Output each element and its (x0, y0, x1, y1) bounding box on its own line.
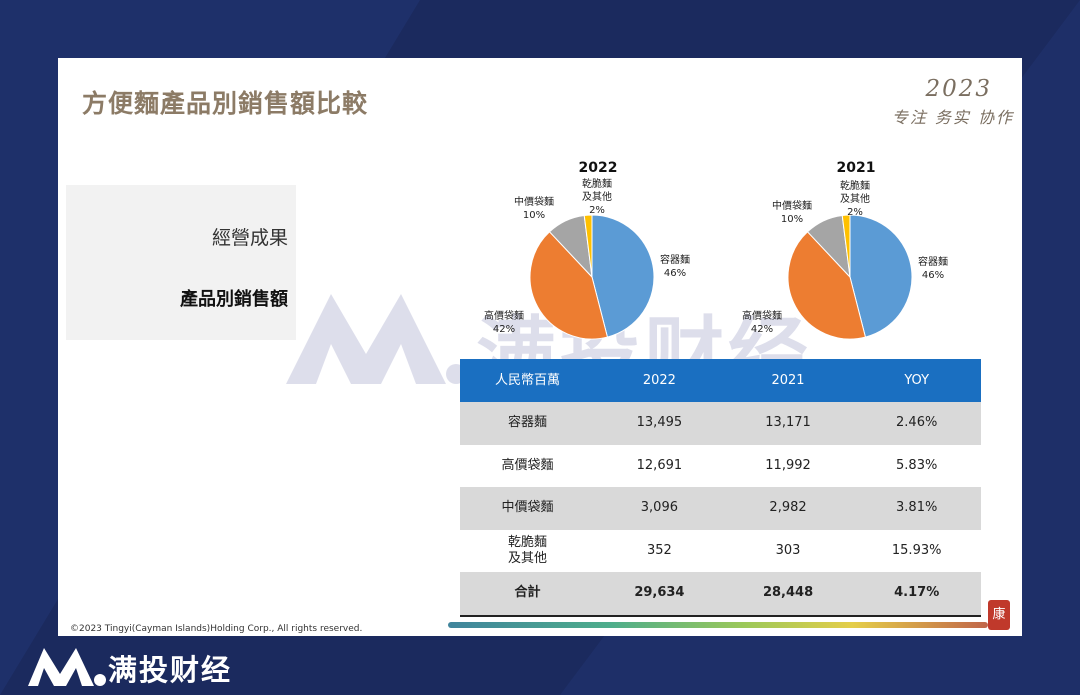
table-cell: 352 (646, 542, 672, 558)
table-cell: 2,982 (769, 500, 807, 516)
label-category: 高價袋麵 (484, 311, 524, 322)
sales-table: 人民幣百萬 2022 2021 YOY 容器麵 13,495 13,171 2.… (460, 359, 981, 617)
header-cell: 2022 (642, 372, 676, 388)
pie-label-cup: 容器麵 46% (918, 256, 948, 282)
label-value: 2% (847, 207, 863, 218)
side-item-product-sales[interactable]: 產品別銷售額 (180, 289, 288, 310)
label-category: 容器麵 (918, 257, 948, 268)
table-cell: 28,448 (762, 585, 814, 601)
table-cell: 2.46% (896, 415, 938, 431)
label-category: 高價袋麵 (742, 311, 782, 322)
label-value: 10% (780, 214, 804, 225)
brand-slogan: 专注 务实 协作 (891, 108, 1014, 127)
pie-slice-1 (787, 231, 867, 340)
label-category: 及其他 (582, 192, 612, 203)
label-value: 42% (492, 324, 516, 335)
pie-title: 2022 (578, 160, 618, 176)
brand-year: 2023 (925, 76, 992, 102)
pie-label-snack: 乾脆麵 及其他 2% (840, 180, 870, 219)
pie-label-mid: 中價袋麵 10% (514, 196, 554, 222)
side-panel: 經營成果 產品別銷售額 (66, 185, 296, 340)
pie-slice-3 (583, 214, 593, 278)
slide-title: 方便麵產品別銷售額比較 (82, 89, 369, 118)
seal-stamp: 康 (988, 600, 1010, 630)
label-value: 10% (522, 210, 546, 221)
label-category: 乾脆麵 (582, 179, 612, 190)
pie-chart-2022: 2022 乾脆麵 及其他 2% 中價袋麵 10% 容器麵 46% 高價袋麵 42… (468, 156, 728, 346)
pie-svg (529, 214, 655, 340)
table-cell: 中價袋麵 (501, 500, 554, 516)
bottom-brand-name: 满投财经 (108, 653, 233, 687)
pie-slice-3 (841, 214, 851, 278)
header-cell: 人民幣百萬 (495, 372, 561, 388)
pie-label-mid: 中價袋麵 10% (772, 200, 812, 226)
table-cell: 容器麵 (508, 415, 548, 431)
copyright-text: ©2023 Tingyi(Cayman Islands)Holding Corp… (70, 624, 363, 634)
table-cell: 高價袋麵 (501, 457, 554, 473)
pie-slice-0 (591, 214, 655, 338)
bottom-logo-icon (28, 648, 106, 686)
table-cell: 12,691 (636, 457, 683, 473)
watermark-logo-icon (286, 294, 466, 384)
pie-title: 2021 (836, 160, 876, 176)
footer-brush-line (448, 622, 988, 628)
table-cell: 合計 (514, 585, 541, 601)
label-value: 2% (589, 205, 605, 216)
table-cell: 11,992 (765, 457, 811, 473)
label-category: 容器麵 (660, 255, 690, 266)
table-row: 中價袋麵 3,096 2,982 3.81% (460, 487, 981, 530)
pie-slice-0 (849, 214, 913, 338)
table-row: 高價袋麵 12,691 11,992 5.83% (460, 445, 981, 488)
table-cell: 乾脆麵 及其他 (508, 534, 548, 566)
header-cell: 2021 (771, 372, 805, 388)
slide: 方便麵產品別銷售額比較 2023 专注 务实 协作 經營成果 產品別銷售額 满投… (58, 58, 1022, 636)
pie-label-high: 高價袋麵 42% (742, 310, 782, 336)
label-category: 中價袋麵 (514, 197, 554, 208)
table-cell: 13,495 (636, 415, 683, 431)
pie-label-cup: 容器麵 46% (660, 254, 690, 280)
label-value: 42% (750, 324, 774, 335)
table-cell: 3.81% (896, 500, 938, 516)
label-value: 46% (921, 270, 945, 281)
side-item-results[interactable]: 經營成果 (211, 227, 288, 249)
label-category: 及其他 (840, 194, 870, 205)
table-cell: 3,096 (640, 500, 678, 516)
table-header: 人民幣百萬 2022 2021 YOY (460, 359, 981, 402)
table-cell: 5.83% (896, 457, 938, 473)
table-cell: 4.17% (894, 585, 940, 601)
table-cell: 15.93% (891, 542, 942, 558)
pie-chart-2021: 2021 乾脆麵 及其他 2% 中價袋麵 10% 容器麵 46% 高價袋麵 42… (726, 156, 986, 346)
table-cell: 303 (775, 542, 801, 558)
table-cell: 13,171 (765, 415, 811, 431)
pie-slice-1 (529, 231, 609, 340)
table-row: 容器麵 13,495 13,171 2.46% (460, 402, 981, 445)
header-cell: YOY (904, 372, 930, 388)
table-row-total: 合計 29,634 28,448 4.17% (460, 572, 981, 617)
label-value: 46% (663, 268, 687, 279)
pie-label-snack: 乾脆麵 及其他 2% (582, 178, 612, 217)
pie-label-high: 高價袋麵 42% (484, 310, 524, 336)
label-category: 乾脆麵 (840, 181, 870, 192)
table-row: 乾脆麵 及其他 352 303 15.93% (460, 530, 981, 573)
table-cell: 29,634 (634, 585, 685, 601)
label-category: 中價袋麵 (772, 201, 812, 212)
pie-svg (787, 214, 913, 340)
